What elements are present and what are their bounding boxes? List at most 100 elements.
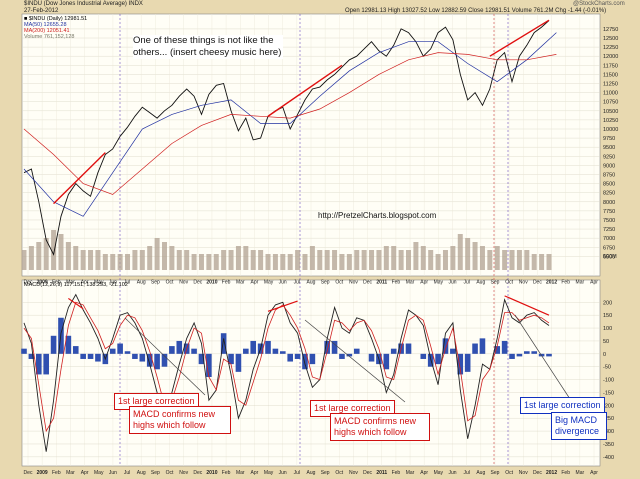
histogram-bar xyxy=(132,353,138,359)
callout-pointer xyxy=(124,317,206,396)
x-tick-label: Dec xyxy=(193,470,202,476)
histogram-bar xyxy=(35,353,42,375)
annotation-note: One of these things is not like the othe… xyxy=(133,35,283,59)
x-tick-label: Oct xyxy=(335,280,343,286)
volume-bar xyxy=(413,242,419,270)
price-axis-ticks: 6500 6750 7000 7250 7500 7750 8000 8250 8500 8750… xyxy=(603,27,618,260)
price-tick-label: 9500 xyxy=(603,145,615,151)
volume-bar xyxy=(161,242,167,270)
histogram-bar xyxy=(65,335,72,354)
volume-bar xyxy=(317,250,323,270)
price-tick-label: 8750 xyxy=(603,172,615,178)
x-tick-label: Nov xyxy=(519,280,528,286)
x-tick-label: Jun xyxy=(109,280,117,286)
histogram-bar xyxy=(457,353,464,375)
histogram-bar xyxy=(464,353,471,372)
volume-bar xyxy=(272,254,278,270)
price-tick-label: 9250 xyxy=(603,154,615,160)
price-tick-label: 11000 xyxy=(603,91,618,97)
x-tick-label: Feb xyxy=(392,470,401,476)
histogram-bar xyxy=(109,348,116,354)
x-tick-label: Jul xyxy=(294,280,300,286)
histogram-bar xyxy=(21,348,27,354)
volume-bar xyxy=(346,254,352,270)
volume-bar xyxy=(435,254,441,270)
histogram-bar xyxy=(472,343,478,354)
x-tick-label: Oct xyxy=(166,280,174,286)
x-tick-label: Dec xyxy=(533,280,542,286)
histogram-bar xyxy=(124,351,131,354)
volume-bar xyxy=(546,254,552,270)
histogram-bar xyxy=(294,353,301,359)
macd-tick-label: -300 xyxy=(603,429,614,435)
x-tick-label: Dec xyxy=(24,280,33,286)
quote-line: Open 12981.13 High 13027.52 Low 12882.59… xyxy=(345,8,607,14)
callout-pointer xyxy=(304,319,406,403)
histogram-bar xyxy=(198,353,205,365)
volume-bar xyxy=(65,242,71,270)
histogram-bar xyxy=(302,353,308,370)
volume-bar xyxy=(154,238,160,270)
price-series-2 xyxy=(23,52,557,195)
volume-bar xyxy=(184,250,190,270)
price-tick-label: 11750 xyxy=(603,63,618,69)
histogram-bar xyxy=(161,353,168,367)
x-tick-label: Dec xyxy=(363,470,372,476)
legend-ma200: MA(200) 12051.41 xyxy=(24,28,70,34)
x-tick-label: Oct xyxy=(335,470,343,476)
x-tick-label: Mar xyxy=(406,470,415,476)
histogram-bar xyxy=(43,353,49,375)
macd-tick-label: -200 xyxy=(603,403,614,409)
vertical-markers xyxy=(119,14,509,466)
x-tick-label: Apr xyxy=(251,470,259,476)
x-tick-label: 2010 xyxy=(206,470,217,476)
price-tick-label: 11500 xyxy=(603,72,618,78)
macd-tick-label: 150 xyxy=(603,313,612,319)
histogram-bar xyxy=(265,340,271,354)
price-trend-line xyxy=(489,19,550,57)
histogram-bar xyxy=(546,353,552,357)
x-tick-label: Jun xyxy=(279,470,287,476)
price-tick-label: 7000 xyxy=(603,236,615,242)
macd-tick-label: -350 xyxy=(603,442,614,448)
x-tick-label: Jun xyxy=(448,470,456,476)
volume-bar xyxy=(102,254,108,270)
volume-bar xyxy=(420,246,426,270)
volume-bar xyxy=(442,250,448,270)
volume-bar xyxy=(28,246,34,270)
signal-line xyxy=(23,301,550,433)
x-tick-label: Oct xyxy=(505,470,513,476)
volume-bar xyxy=(295,250,301,270)
volume-bar xyxy=(110,254,116,270)
macd-tick-label: 100 xyxy=(603,326,612,332)
volume-bar xyxy=(21,250,27,270)
price-tick-label: 10500 xyxy=(603,109,618,115)
volume-bar xyxy=(280,254,286,270)
x-tick-label: 2010 xyxy=(206,280,217,286)
x-tick-label: May xyxy=(264,280,274,286)
x-tick-label: Mar xyxy=(236,280,245,286)
x-tick-label: Feb xyxy=(222,470,231,476)
x-tick-label: Nov xyxy=(519,470,528,476)
volume-bar xyxy=(243,246,249,270)
x-tick-label: Aug xyxy=(476,280,485,286)
price-tick-label: 7250 xyxy=(603,227,615,233)
price-tick-label: 11250 xyxy=(603,82,618,88)
volume-bar xyxy=(125,254,131,270)
volume-bar xyxy=(516,250,522,270)
x-tick-label: Aug xyxy=(307,280,316,286)
x-tick-label: Apr xyxy=(251,280,259,286)
x-tick-label: Aug xyxy=(476,470,485,476)
macd-tick-label: 200 xyxy=(603,300,612,306)
price-trend-line xyxy=(267,64,343,117)
legend-price: ■ $INDU (Daily) 12981.51 xyxy=(24,16,88,22)
x-tick-label: Apr xyxy=(81,470,89,476)
volume-bar xyxy=(494,246,500,270)
price-tick-label: 10000 xyxy=(603,127,618,133)
volume-bar xyxy=(36,242,42,270)
volume-bar xyxy=(117,254,123,270)
macd-trend-line xyxy=(68,297,84,310)
volume-bar xyxy=(502,250,508,270)
volume-bar xyxy=(309,246,315,270)
macd-tick-label: 0 xyxy=(603,352,606,358)
